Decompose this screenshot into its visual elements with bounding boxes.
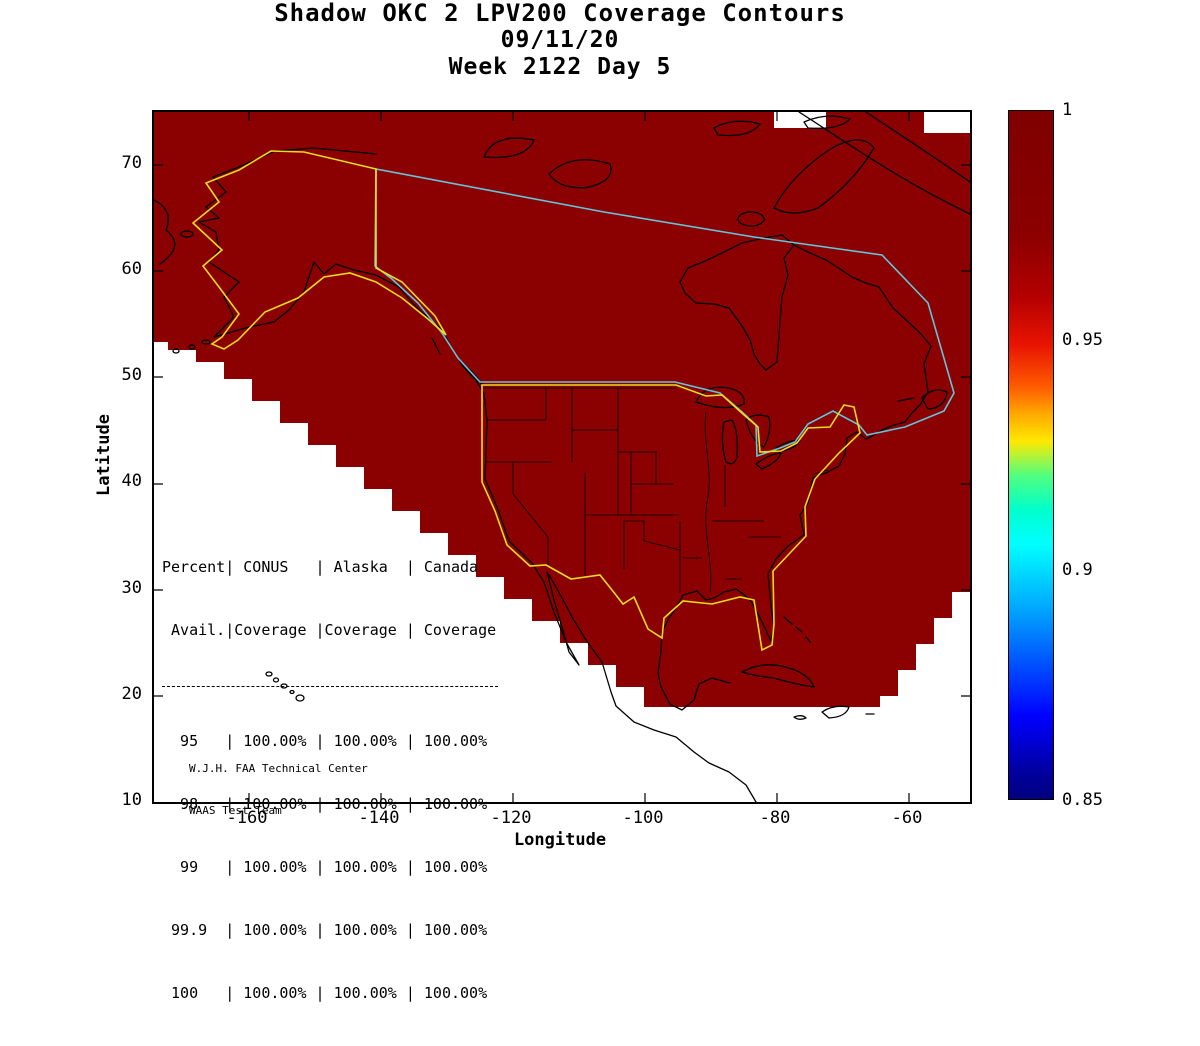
coastline-chukotka [154,199,176,265]
conus-contour-path [481,384,861,652]
x-tick-neg140: -140 [358,808,400,828]
island-st-lawrence [180,230,194,238]
x-tick-neg60: -60 [891,808,923,828]
table-header-1: Percent| CONUS | Alaska | Canada [162,558,479,576]
state-borders [480,387,829,594]
y-tick-20: 20 [121,684,142,704]
table-row-98: 98 | 100.00% | 100.00% | 100.00% [162,795,488,813]
coastline-hudson-bay [679,234,795,371]
y-axis-label: Latitude [94,414,114,496]
plot-area: Percent| CONUS | Alaska | Canada Avail.|… [152,110,972,1002]
coastline-greenland [798,112,970,215]
colorbar-tick-1: 1 [1062,100,1073,120]
island-aleutian-1 [201,339,211,345]
lake-huron [745,414,771,448]
lake-erie [755,452,782,470]
island-haida-gwaii [431,337,441,355]
islands-hawaii [265,671,305,702]
colorbar-tick-085: 0.85 [1062,790,1103,810]
y-tick-60: 60 [121,259,142,279]
table-header-2: Avail.|Coverage |Coverage | Coverage [162,621,497,639]
table-separator [162,686,498,687]
island-anticosti [897,397,915,402]
colorbar [1008,110,1054,800]
island-cuba [741,664,815,688]
colorbar-tick-095: 0.95 [1062,330,1103,350]
x-tick-neg100: -100 [622,808,664,828]
island-ellesmere [803,115,851,129]
figure-canvas: { "title": { "line1": "Shadow OKC 2 LPV2… [94,0,1103,1002]
alaska-contour-path [191,150,447,350]
conus-alaska-contour [191,150,861,652]
axis-tick-marks [154,112,970,802]
islands-bahamas [783,616,875,715]
y-tick-10: 10 [121,790,142,810]
colorbar-tick-09: 0.9 [1062,560,1093,580]
island-southampton [737,211,765,227]
x-tick-neg160: -160 [226,808,268,828]
island-baffin [773,139,875,214]
island-aleutian-3 [172,348,180,354]
lake-michigan [721,419,739,465]
island-victoria [548,159,612,189]
island-newfoundland [921,389,948,410]
credit-line-2: WAAS Test Team [189,804,282,817]
credit-line-1: W.J.H. FAA Technical Center [189,762,368,775]
canada-contour [374,168,955,458]
y-tick-40: 40 [121,471,142,491]
title-block: Shadow OKC 2 LPV200 Coverage Contours 09… [152,0,968,81]
island-devon [713,120,761,137]
coverage-map [154,112,970,802]
x-tick-neg120: -120 [490,808,532,828]
table-row-99-9: 99.9 | 100.00% | 100.00% | 100.00% [162,921,488,939]
island-banks [483,137,535,159]
coastline-gulf-atlantic [657,244,932,711]
island-aleutian-2 [188,344,196,350]
table-row-95: 95 | 100.00% | 100.00% | 100.00% [162,732,488,750]
y-tick-30: 30 [121,578,142,598]
table-row-100: 100 | 100.00% | 100.00% | 100.00% [162,984,488,1002]
table-row-99: 99 | 100.00% | 100.00% | 100.00% [162,858,488,876]
island-jamaica [793,715,807,720]
x-tick-neg80: -80 [759,808,791,828]
credit-annotation: W.J.H. FAA Technical Center WAAS Test Te… [189,734,368,846]
chart-date: 09/11/20 [500,27,620,53]
island-hispaniola [821,705,850,719]
chart-week-day: Week 2122 Day 5 [448,54,672,80]
coverage-region [154,112,970,707]
x-axis-label: Longitude [513,830,607,850]
y-tick-50: 50 [121,365,142,385]
y-tick-70: 70 [121,153,142,173]
coastlines [154,112,970,802]
chart-title: Shadow OKC 2 LPV200 Coverage Contours [274,0,846,27]
